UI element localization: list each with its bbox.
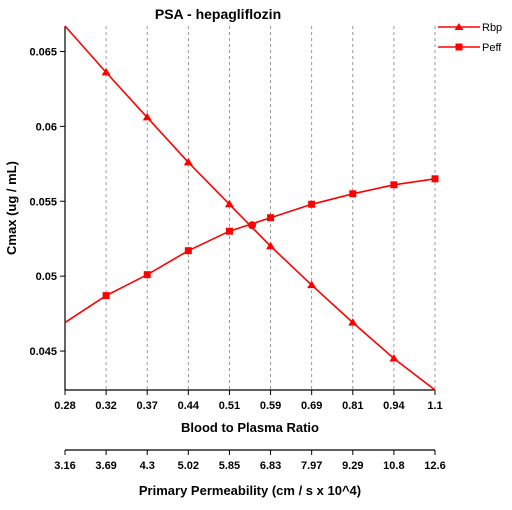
x2-tick-label: 6.83	[260, 460, 281, 472]
x2-tick-label: 5.85	[219, 460, 240, 472]
x-tick-label: 0.59	[260, 400, 281, 412]
x-tick-label: 0.69	[301, 400, 322, 412]
data-point-peff	[431, 175, 439, 183]
y-tick-label: 0.065	[29, 46, 57, 58]
x-tick-label: 0.44	[178, 400, 200, 412]
x-tick-label: 0.28	[54, 400, 75, 412]
x2-tick-label: 5.02	[178, 460, 199, 472]
legend-marker-triangle-icon	[454, 23, 464, 30]
x-tick-label: 0.37	[137, 400, 158, 412]
y-ticks: 0.065 0.06 0.055 0.05 0.045	[29, 46, 65, 358]
x-ticks: 0.28 0.32 0.37 0.44 0.51 0.59 0.69 0.81 0.94 1.1	[54, 390, 443, 412]
data-point-rbp	[348, 318, 358, 326]
x2-ticks: 3.16 3.69 4.3 5.02 5.85 6.83 7.97 9.29 10.8 12.6	[54, 450, 446, 472]
data-point-rbp	[183, 157, 193, 166]
data-point-rbp	[224, 199, 234, 208]
x-tick-label: 0.51	[219, 400, 240, 412]
x-tick-label: 0.94	[383, 400, 405, 412]
x2-tick-label: 3.16	[54, 460, 75, 472]
legend: Rbp Peff	[438, 22, 502, 54]
data-point-rbp	[307, 280, 317, 289]
data-point-peff	[308, 200, 316, 208]
y-tick-label: 0.06	[36, 121, 57, 133]
x2-tick-label: 4.3	[140, 460, 155, 472]
data-point-rbp	[142, 112, 152, 121]
data-point-peff	[267, 214, 275, 222]
data-point-rbp	[266, 241, 276, 250]
x2-tick-label: 7.97	[301, 460, 322, 472]
data-point-peff	[225, 227, 233, 235]
legend-marker-square-icon	[455, 43, 463, 51]
x-axis-label: Blood to Plasma Ratio	[181, 420, 319, 435]
y-axis-label: Cmax (ug / mL)	[4, 161, 19, 255]
x-tick-label: 0.81	[342, 400, 363, 412]
legend-label-peff: Peff	[482, 42, 502, 54]
x2-tick-label: 3.69	[95, 460, 116, 472]
data-point-rbp	[101, 67, 111, 76]
x-tick-label: 0.32	[95, 400, 116, 412]
x-tick-label: 1.1	[427, 400, 442, 412]
chart-title: PSA - hepagliflozin	[155, 6, 281, 22]
y-tick-label: 0.045	[29, 346, 57, 358]
x2-tick-label: 9.29	[342, 460, 363, 472]
x2-tick-label: 12.6	[424, 460, 445, 472]
data-point-peff	[390, 181, 398, 189]
x2-axis-label: Primary Permeability (cm / s x 10^4)	[139, 483, 361, 498]
data-point-peff	[349, 190, 357, 198]
series-line-peff	[64, 178, 436, 324]
x2-tick-label: 10.8	[383, 460, 404, 472]
series-layer	[64, 25, 439, 391]
grid-lines	[105, 26, 436, 390]
legend-label-rbp: Rbp	[482, 22, 502, 34]
data-point-rbp	[389, 354, 399, 362]
intersection-point	[248, 221, 257, 230]
data-point-peff	[184, 247, 192, 255]
y-tick-label: 0.05	[36, 271, 57, 283]
data-point-peff	[143, 271, 151, 279]
data-point-peff	[102, 292, 110, 300]
y-tick-label: 0.055	[29, 196, 57, 208]
series-line-rbp	[64, 25, 436, 391]
